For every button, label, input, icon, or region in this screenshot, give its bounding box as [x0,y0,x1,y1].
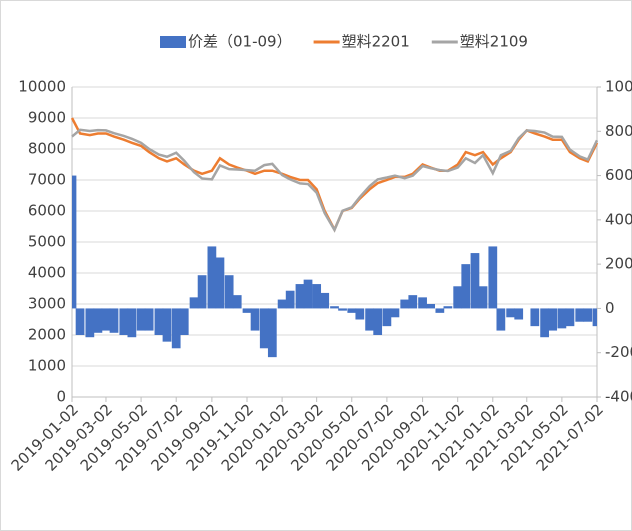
bar [426,304,436,309]
legend-label: 塑料2109 [460,33,528,51]
bar [85,308,95,338]
bar [242,308,252,313]
bar [232,295,242,309]
bar [548,308,558,331]
bar [355,308,365,320]
y2-tick-label: 800 [605,122,632,140]
y2-tick-label: 0 [605,299,615,317]
y-tick-label: 10000 [18,78,66,96]
bar [136,308,146,331]
y-tick-label: 1000 [28,357,66,375]
bar [478,286,488,309]
bar [144,308,154,331]
bar [506,308,516,318]
bar [197,275,207,309]
bar [320,292,330,309]
bar [154,308,164,335]
bar [338,308,347,311]
bar [303,279,313,309]
line [71,128,599,233]
bar [400,299,410,309]
bar [189,297,199,309]
bar [373,308,383,335]
bar [418,297,427,309]
bar [171,308,181,349]
bar [75,308,85,335]
bar [583,308,593,322]
bar [179,308,189,335]
bar [119,308,129,335]
bar [312,284,322,309]
legend-swatch [160,36,186,48]
bar [435,308,445,313]
bar [575,308,585,322]
bar [162,308,172,342]
legend-label: 价差（01-09） [188,33,292,51]
bar [224,275,234,309]
bar [267,308,277,358]
y-tick-label: 0 [56,388,66,406]
bar [72,175,77,309]
y-tick-label: 6000 [28,202,66,220]
y-tick-label: 5000 [28,233,66,251]
legend-label: 塑料2201 [342,33,410,51]
y2-tick-label: 1000 [605,78,632,96]
bar [277,299,287,309]
y-tick-label: 4000 [28,264,66,282]
bar [93,308,103,333]
bar [365,308,374,331]
bar [496,308,506,331]
bar [453,286,463,309]
y-tick-label: 3000 [28,295,66,313]
y2-tick-label: 200 [605,255,632,273]
bar [592,308,597,327]
bar [408,295,418,309]
bar [390,308,400,318]
y-tick-label: 7000 [28,171,66,189]
bar [285,290,295,309]
bar [330,306,339,309]
bar [295,284,305,309]
bar [461,264,471,309]
bar [109,308,119,333]
bar [488,246,498,309]
bar [443,306,453,309]
bar [557,308,567,329]
y-tick-label: 8000 [28,140,66,158]
bar [250,308,260,331]
bar [259,308,269,349]
bar [540,308,549,338]
y-tick-label: 2000 [28,326,66,344]
bar [382,308,392,327]
bar [347,308,357,313]
y2-tick-label: 400 [605,210,632,228]
bar [514,308,524,320]
bar [470,253,480,309]
y2-tick-label: -400 [605,388,632,406]
y2-tick-label: 600 [605,166,632,184]
bar [207,246,217,309]
bar [215,257,225,309]
bar [101,308,111,331]
bar [127,308,137,338]
y-tick-label: 9000 [28,109,66,127]
bar [530,308,540,327]
bar [565,308,575,327]
y2-tick-label: -200 [605,343,632,361]
